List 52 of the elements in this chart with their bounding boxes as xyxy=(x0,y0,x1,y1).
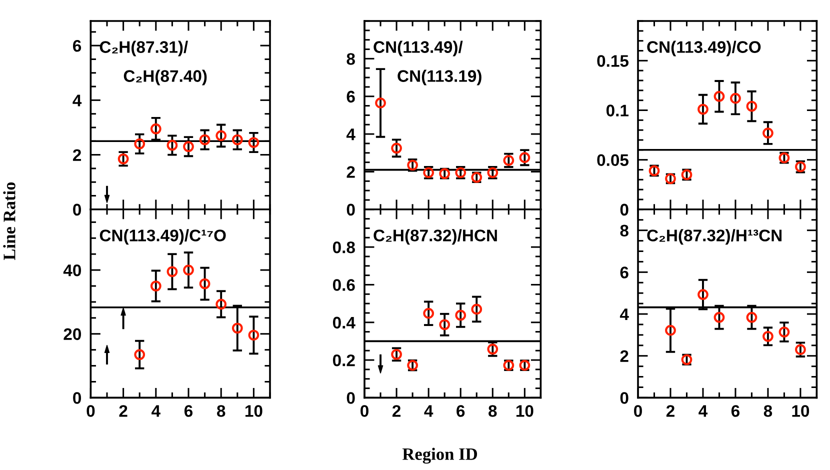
y-tick-label: 20 xyxy=(64,328,81,340)
y-tick-label: 6 xyxy=(346,90,355,103)
y-tick-label: 4 xyxy=(620,308,629,320)
y-tick-label: 2 xyxy=(346,166,355,178)
x-tick-label: 2 xyxy=(666,405,674,417)
y-tick-label: 0 xyxy=(73,392,81,404)
y-tick-label: 40 xyxy=(63,264,81,276)
y-tick-label: 4 xyxy=(72,94,82,106)
x-tick-label: 4 xyxy=(698,405,708,417)
x-tick-label: 4 xyxy=(152,405,160,417)
y-tick-label: 8 xyxy=(346,53,355,65)
y-tick-label: 0.2 xyxy=(332,354,355,366)
y-tick-label: 8 xyxy=(620,224,628,237)
text: C₂H(87.32)/H¹³CN xyxy=(647,229,782,245)
x-tick-label: 8 xyxy=(216,405,226,417)
text: CN(113.49)/C¹⁷O xyxy=(100,229,226,245)
x-tick-label: 0 xyxy=(634,405,642,417)
y-tick-label: 0 xyxy=(73,204,81,216)
y-tick-label: 0.05 xyxy=(597,154,629,166)
y-tick-label: 0 xyxy=(620,392,628,404)
x-tick-label: 2 xyxy=(119,405,128,417)
y-tick-label: 4 xyxy=(346,128,356,140)
text: C₂H(87.31)/ C₂H(87.40) xyxy=(100,40,207,86)
x-tick-label: 6 xyxy=(731,405,740,417)
y-tick-label: 0.1 xyxy=(606,104,629,116)
x-tick-label: 10 xyxy=(516,405,534,417)
x-tick-label: 0 xyxy=(360,405,368,417)
x-tick-label: 8 xyxy=(488,405,497,417)
y-tick-label: 6 xyxy=(73,40,82,52)
x-tick-label: 6 xyxy=(456,405,465,417)
y-axis-title: Line Ratio xyxy=(3,182,16,260)
text: CN(113.49)/ CN(113.19) xyxy=(374,40,482,86)
x-tick-label: 2 xyxy=(392,405,401,417)
y-tick-label: 0 xyxy=(346,392,355,404)
y-tick-label: 0.8 xyxy=(332,241,355,254)
y-tick-label: 6 xyxy=(620,266,628,278)
x-tick-label: 10 xyxy=(792,405,810,417)
y-tick-label: 0.15 xyxy=(597,55,629,67)
y-tick-label: 0 xyxy=(346,204,355,216)
y-tick-label: 2 xyxy=(72,149,82,161)
x-tick-label: 10 xyxy=(245,405,262,417)
text: C₂H(87.32)/HCN xyxy=(374,229,497,245)
y-tick-label: 0 xyxy=(620,204,628,216)
x-axis-title: Region ID xyxy=(402,448,478,464)
text: CN(113.49)/CO xyxy=(647,40,761,56)
y-tick-label: 2 xyxy=(620,350,628,362)
x-tick-label: 0 xyxy=(86,405,95,417)
y-tick-label: 0.4 xyxy=(332,316,356,329)
x-tick-label: 4 xyxy=(424,405,434,417)
x-tick-label: 6 xyxy=(184,405,193,417)
x-tick-label: 8 xyxy=(764,405,772,417)
y-tick-label: 0.6 xyxy=(332,279,355,291)
